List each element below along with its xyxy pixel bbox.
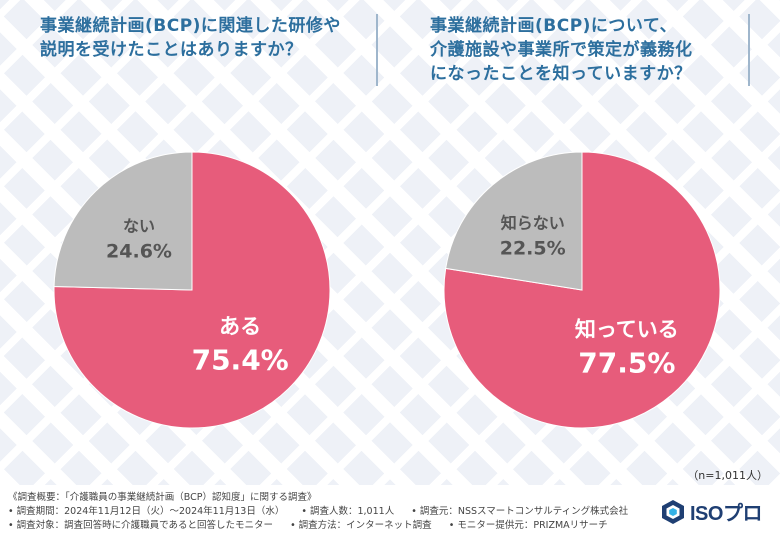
notes-line-2: • 調査期間：2024年11月12日（火）～2024年11月13日（水） • 調… — [8, 505, 642, 519]
notes-provider: • モニター提供元：PRIZMAリサーチ — [448, 520, 608, 531]
pie-chart-training: ある 75.4% ない 24.6% — [53, 151, 331, 429]
survey-notes: 《調査概要：「介護職員の事業継続計画（BCP）認知度」に関する調査》 • 調査期… — [8, 491, 642, 533]
pie-slice-1 — [445, 151, 583, 291]
sample-size: （n=1,011人） — [687, 469, 768, 482]
chart-title-right: 事業継続計画(BCP)について、 介護施設や事業所で策定が義務化 になったことを… — [430, 14, 750, 86]
notes-count: • 調査人数：1,011人 — [301, 506, 395, 517]
slice-value-1: 22.5% — [500, 237, 566, 259]
pie-slice-1 — [53, 151, 193, 291]
pie-chart-awareness: 知っている 77.5% 知らない 22.5% — [443, 151, 721, 429]
notes-source: • 調査元：NSSスマートコンサルティング株式会社 — [411, 506, 629, 517]
notes-target: • 調査対象：調査回答時に介護職員であると回答したモニター — [8, 520, 274, 531]
notes-method: • 調査方法：インターネット調査 — [290, 520, 432, 531]
logo-text: ISOプロ — [690, 503, 762, 525]
notes-line-3: • 調査対象：調査回答時に介護職員であると回答したモニター • 調査方法：インタ… — [8, 519, 642, 533]
slice-label-1: ない — [123, 217, 155, 236]
logo: ISOプロ — [660, 497, 762, 526]
chart-title-left: 事業継続計画(BCP)に関連した研修や 説明を受けたことはありますか？ — [40, 14, 378, 86]
pie-slice-0 — [443, 151, 721, 429]
slice-value-0: 75.4% — [192, 343, 289, 376]
footer — [0, 485, 780, 540]
slice-value-0: 77.5% — [578, 346, 675, 379]
notes-line-1: 《調査概要：「介護職員の事業継続計画（BCP）認知度」に関する調査》 — [8, 492, 317, 503]
slice-label-0: 知っている — [575, 317, 679, 341]
slice-label-0: ある — [219, 314, 261, 338]
hexagon-logo-icon — [662, 499, 684, 524]
notes-period: • 調査期間：2024年11月12日（火）～2024年11月13日（水） — [8, 506, 285, 517]
slice-value-1: 24.6% — [106, 241, 172, 263]
slice-label-1: 知らない — [501, 213, 565, 232]
